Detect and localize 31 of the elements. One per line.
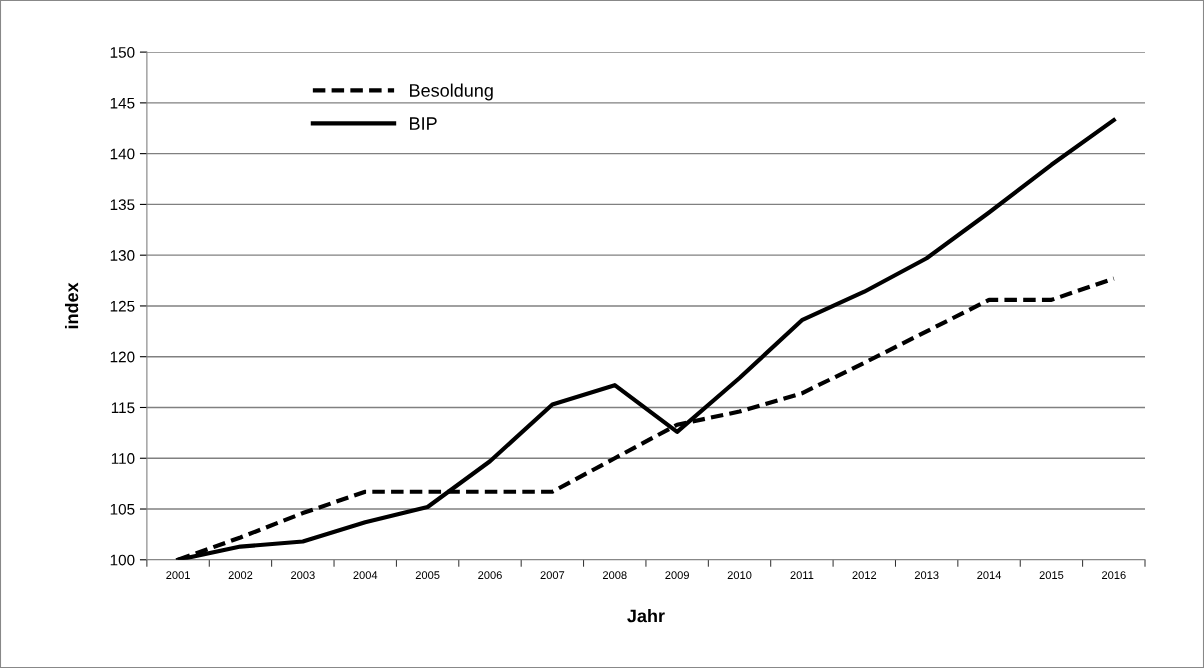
y-tick-label: 150	[110, 46, 135, 58]
y-tick-label: 125	[110, 300, 135, 312]
y-axis-title: index	[64, 282, 79, 329]
x-tick-label: 2013	[914, 571, 939, 580]
x-tick-label: 2005	[415, 571, 440, 580]
y-tick-label: 145	[110, 97, 135, 109]
x-tick-label: 2016	[1102, 571, 1126, 580]
x-axis-title: Jahr	[627, 609, 665, 623]
y-tick-label: 140	[110, 148, 135, 160]
x-tick-label: 2003	[291, 571, 315, 580]
y-tick-label: 120	[110, 351, 135, 363]
x-tick-label: 2012	[852, 571, 877, 580]
legend-label: BIP	[410, 117, 437, 130]
legend-label: Besoldung	[410, 83, 493, 101]
y-tick-label: 115	[111, 402, 135, 414]
x-tick-label: 2002	[228, 571, 253, 580]
x-tick-label: 2015	[1039, 571, 1064, 580]
y-tick-label: 100	[110, 554, 135, 566]
y-tick-label: 130	[110, 250, 135, 261]
y-tick-label: 110	[111, 453, 135, 464]
x-tick-label: 2001	[166, 571, 190, 580]
y-tick-label: 105	[110, 503, 135, 515]
x-tick-label: 2006	[478, 571, 502, 580]
x-tick-label: 2007	[540, 571, 565, 580]
x-tick-label: 2008	[602, 571, 627, 580]
x-tick-label: 2004	[353, 571, 378, 580]
y-tick-label: 135	[110, 199, 135, 211]
x-tick-label: 2009	[665, 571, 689, 580]
x-tick-label: 2011	[790, 571, 814, 580]
x-tick-label: 2014	[977, 571, 1002, 580]
x-tick-label: 2010	[727, 571, 752, 580]
